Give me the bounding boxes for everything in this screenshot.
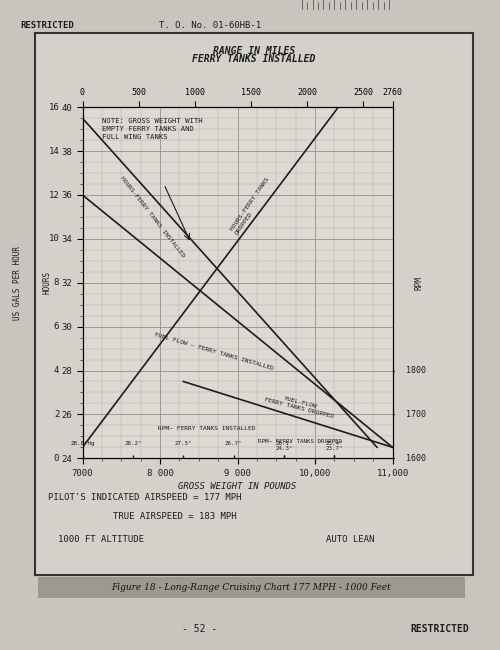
Text: PILOT'S INDICATED AIRSPEED = 177 MPH: PILOT'S INDICATED AIRSPEED = 177 MPH <box>48 493 241 502</box>
Text: 25.4°: 25.4° <box>326 441 343 446</box>
Text: 16: 16 <box>48 103 60 112</box>
Text: 28.8°Hg: 28.8°Hg <box>70 441 95 446</box>
Text: AUTO LEAN: AUTO LEAN <box>326 535 374 544</box>
Text: 27.5°: 27.5° <box>174 441 192 446</box>
Text: TRUE AIRSPEED = 183 MPH: TRUE AIRSPEED = 183 MPH <box>113 512 237 521</box>
Text: 28.2°: 28.2° <box>124 441 142 446</box>
Text: RESTRICTED: RESTRICTED <box>20 21 74 31</box>
Text: 10: 10 <box>48 235 60 243</box>
Text: 0: 0 <box>54 454 60 463</box>
Text: RPM: RPM <box>414 276 424 290</box>
Text: HOURS-FERRY TANKS INSTALLED: HOURS-FERRY TANKS INSTALLED <box>119 176 186 258</box>
Text: RPM— FERRY TANKS INSTALLED: RPM— FERRY TANKS INSTALLED <box>158 426 256 431</box>
Text: 12: 12 <box>48 190 60 200</box>
Text: 8: 8 <box>54 278 60 287</box>
Text: HOURS: HOURS <box>42 271 51 294</box>
Text: FUEL FLOW — FERRY TANKS INSTALLED: FUEL FLOW — FERRY TANKS INSTALLED <box>154 332 274 371</box>
Text: HOURS-FERRY TANKS
DROPPED: HOURS-FERRY TANKS DROPPED <box>230 177 275 235</box>
Text: 26.1°: 26.1° <box>275 441 293 446</box>
Text: FUEL-FLOW
FERRY TANKS DROPPED: FUEL-FLOW FERRY TANKS DROPPED <box>264 392 336 419</box>
Text: 1000 FT ALTITUDE: 1000 FT ALTITUDE <box>58 535 144 544</box>
Text: 2: 2 <box>54 410 60 419</box>
X-axis label: GROSS WEIGHT IN POUNDS: GROSS WEIGHT IN POUNDS <box>178 482 296 491</box>
Text: 1600: 1600 <box>406 454 426 463</box>
Text: 23.7°: 23.7° <box>326 445 343 450</box>
Text: 1700: 1700 <box>406 410 426 419</box>
Text: - 52 -: - 52 - <box>182 624 218 634</box>
Text: T. O. No. 01-60HB-1: T. O. No. 01-60HB-1 <box>159 21 261 31</box>
Text: 4: 4 <box>54 366 60 375</box>
Text: 6: 6 <box>54 322 60 331</box>
Text: FERRY TANKS INSTALLED: FERRY TANKS INSTALLED <box>192 54 316 64</box>
Text: 14: 14 <box>48 147 60 155</box>
Text: Figure 18 - Long-Range Cruising Chart 177 MPH - 1000 Feet: Figure 18 - Long-Range Cruising Chart 17… <box>112 583 391 592</box>
Text: RANGE IN MILES: RANGE IN MILES <box>212 46 295 56</box>
Text: 24.3°: 24.3° <box>275 445 293 450</box>
Text: NOTE: GROSS WEIGHT WITH
EMPTY FERRY TANKS AND
FULL WING TANKS: NOTE: GROSS WEIGHT WITH EMPTY FERRY TANK… <box>102 118 202 140</box>
Y-axis label: US GALS PER HOUR: US GALS PER HOUR <box>14 246 22 320</box>
Text: 1800: 1800 <box>406 366 426 375</box>
Text: RPM— FERRY TANKS DROPPED: RPM— FERRY TANKS DROPPED <box>258 439 342 444</box>
Text: RESTRICTED: RESTRICTED <box>410 624 470 634</box>
Text: 26.7°: 26.7° <box>225 441 242 446</box>
